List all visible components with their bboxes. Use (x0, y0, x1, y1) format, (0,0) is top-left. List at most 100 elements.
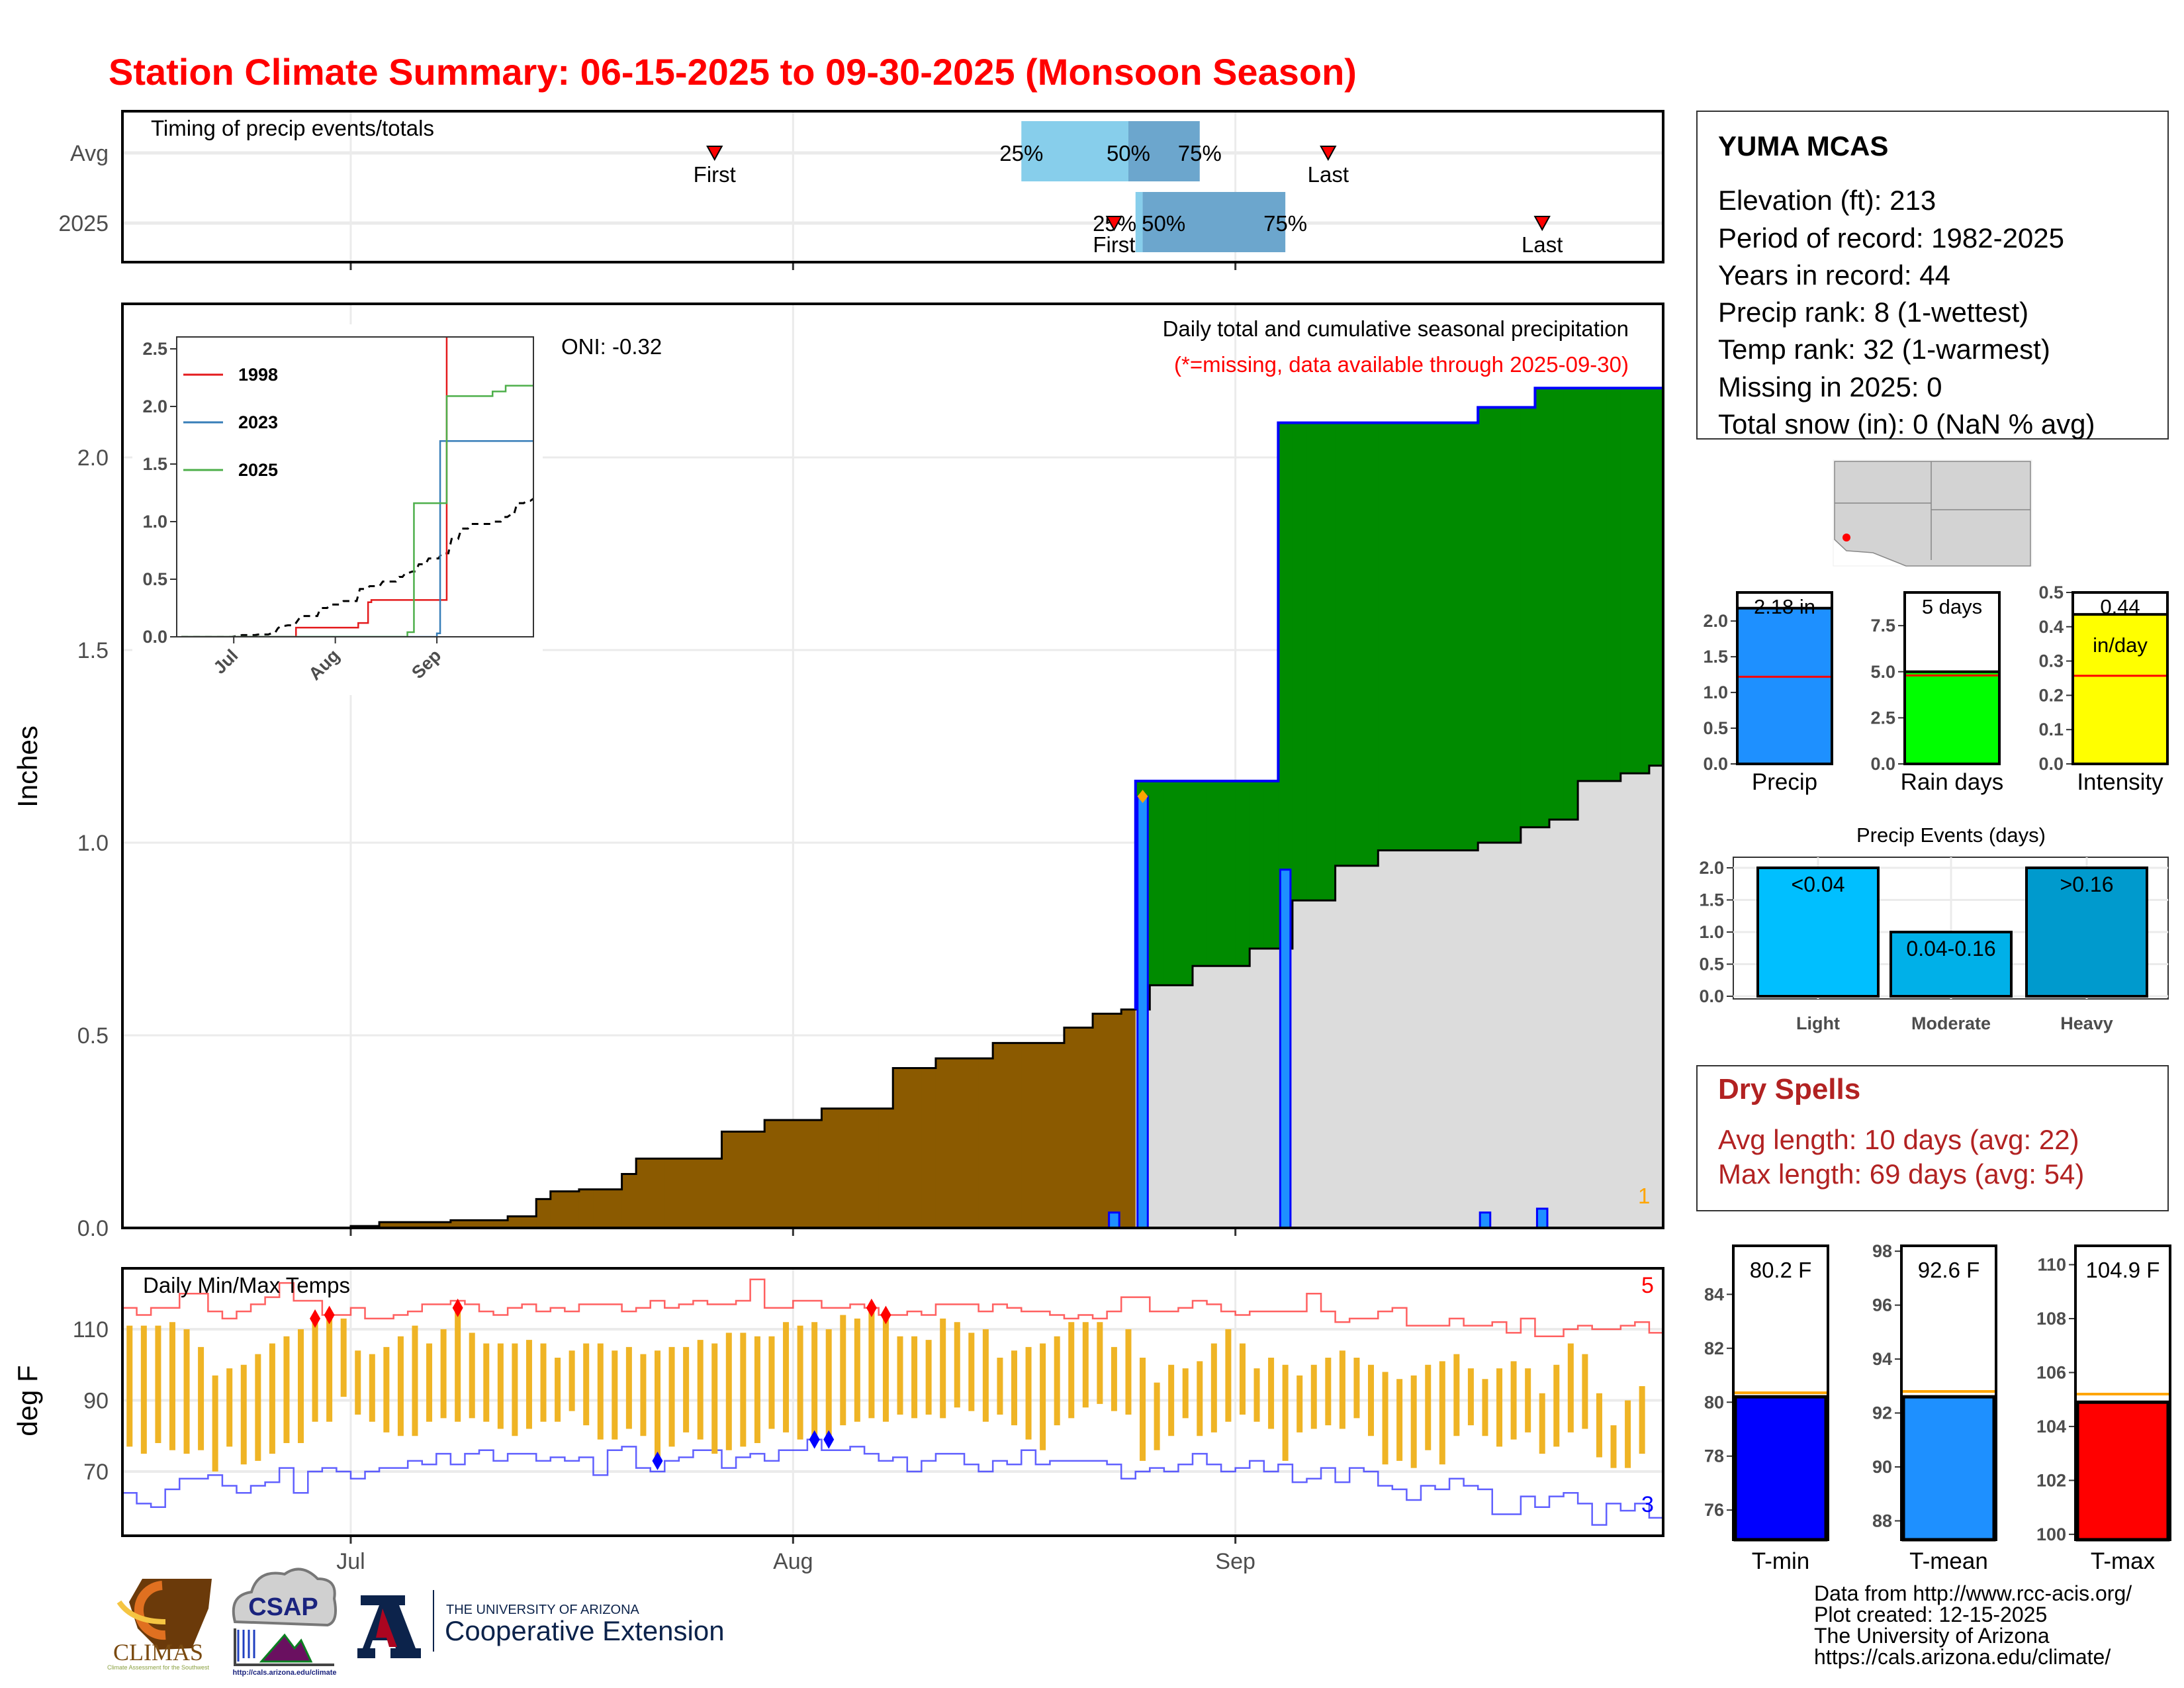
cumulative-excess-area (1378, 422, 1393, 851)
station-info-box (1696, 111, 2169, 440)
daily-temp-range-bar (1510, 1361, 1517, 1440)
record-high-marker (324, 1305, 335, 1325)
daily-temp-range-bar (1467, 1368, 1474, 1426)
daily-temp-range-bar (240, 1364, 247, 1465)
avg-cumulative-area (1306, 900, 1322, 1228)
daily-temp-range-bar (569, 1350, 575, 1411)
daily-temp-range-bar (1253, 1368, 1260, 1422)
temp-summary-bar-t-mean (1901, 1395, 1996, 1542)
cumulative-excess-area (1435, 422, 1450, 851)
daily-temp-range-bar (1125, 1329, 1132, 1415)
cumulative-excess-area (1163, 780, 1179, 986)
daily-temp-range-bar (312, 1318, 318, 1422)
timing-last-label: Last (1308, 162, 1349, 187)
record-high-marker (310, 1309, 321, 1328)
avg-cumulative-area (1206, 966, 1222, 1228)
avg-cumulative-area (1150, 985, 1165, 1228)
station-snow: Total snow (in): 0 (NaN % avg) (1718, 408, 2095, 440)
cumulative-excess-area (1606, 388, 1621, 781)
inset-y-tick-label: 2.5 (142, 339, 167, 359)
daily-temp-range-bar (640, 1354, 647, 1436)
record-high-marker (452, 1298, 463, 1317)
daily-temp-range-bar (1182, 1368, 1189, 1419)
avg-cumulative-below-area (907, 1068, 922, 1228)
timing-label: Timing of precip events/totals (151, 116, 434, 140)
daily-temp-range-bar (911, 1336, 918, 1419)
events-y-tick-label: 0.0 (1699, 986, 1724, 1006)
avg-cumulative-below-area (964, 1058, 979, 1228)
summary-bar-label: Intensity (2077, 769, 2163, 795)
x-tick-label: Sep (1215, 1549, 1255, 1574)
locator-map (1833, 459, 2032, 567)
avg-cumulative-area (1492, 843, 1507, 1228)
station-details: Elevation (ft): 213 Period of record: 19… (1718, 185, 2095, 440)
temp-summary-y-tick-label: 76 (1704, 1500, 1724, 1520)
daily-temp-range-bar (455, 1307, 461, 1422)
summary-value-label: 0.44 (2100, 595, 2140, 618)
summary-value-unit: in/day (2093, 633, 2148, 657)
daily-temp-range-bar (1453, 1354, 1460, 1436)
avg-cumulative-below-area (508, 1216, 523, 1228)
daily-temp-range-bar (426, 1343, 433, 1422)
daily-temp-range-bar (440, 1329, 447, 1419)
daily-temp-range-bar (725, 1333, 732, 1450)
daily-temp-range-bar (326, 1315, 333, 1422)
daily-temp-range-bar (840, 1315, 846, 1426)
daily-temp-range-bar (1610, 1425, 1617, 1468)
temps-y-tick-label: 70 (83, 1460, 109, 1485)
daily-temp-range-bar (1068, 1322, 1075, 1419)
daily-temp-range-bar (825, 1329, 832, 1440)
daily-temp-range-bar (897, 1336, 903, 1415)
record-high-marker (866, 1298, 877, 1317)
temp-summary-y-tick-label: 80 (1704, 1392, 1724, 1412)
daily-temp-range-bar (1482, 1379, 1488, 1436)
avg-cumulative-area (1435, 850, 1450, 1228)
temps-y-tick-label: 90 (83, 1389, 109, 1414)
avg-cumulative-below-area (565, 1191, 580, 1228)
csap-logo: CSAP http://cals.arizona.edu/climate (232, 1568, 337, 1677)
avg-cumulative-area (1292, 900, 1308, 1228)
daily-temp-range-bar (1210, 1343, 1217, 1432)
avg-cumulative-below-area (1035, 1043, 1050, 1228)
avg-cumulative-below-area (422, 1222, 437, 1228)
cumulative-excess-area (1463, 422, 1479, 851)
avg-cumulative-below-area (1078, 1027, 1093, 1228)
avg-cumulative-below-area (821, 1108, 837, 1228)
cumulative-excess-area (1363, 422, 1379, 866)
temp-summary-y-tick-label: 108 (2036, 1309, 2066, 1329)
daily-temp-range-bar (383, 1346, 390, 1432)
temp-summary-y-tick-label: 110 (2037, 1255, 2066, 1275)
temp-summary-value: 104.9 F (2086, 1258, 2160, 1282)
cumulative-2025-line (1134, 387, 1664, 1010)
precip-y-tick-label: 1.0 (77, 831, 109, 856)
record-high-count: 5 (1641, 1273, 1654, 1298)
temp-summary-y-tick-label: 94 (1872, 1349, 1892, 1369)
record-low-line (122, 1438, 1664, 1526)
precip-y-tick-label: 1.5 (77, 638, 109, 663)
summary-y-tick-label: 1.5 (1703, 647, 1728, 667)
timing-bar-25-50 (1021, 121, 1128, 181)
avg-cumulative-area (1563, 820, 1578, 1228)
avg-cumulative-area (1535, 827, 1550, 1228)
footer-url: https://cals.arizona.edu/climate/ (1814, 1645, 2111, 1669)
daily-temp-range-bar (355, 1350, 361, 1415)
avg-cumulative-area (1620, 773, 1635, 1228)
inset-y-tick-label: 0.5 (142, 569, 167, 589)
dry-spells-box (1696, 1065, 2169, 1211)
daily-temp-range-bar (697, 1340, 704, 1440)
daily-temp-range-bar (625, 1346, 632, 1429)
daily-temp-range-bar (397, 1336, 404, 1436)
daily-temp-range-bar (997, 1358, 1003, 1415)
inset-series-1998 (181, 337, 448, 637)
avg-cumulative-area (1649, 765, 1664, 1228)
daily-temp-range-bar (1368, 1364, 1374, 1436)
daily-temp-range-bar (982, 1329, 989, 1422)
record-low-marker (823, 1430, 835, 1449)
timing-p50-label: 50% (1142, 211, 1185, 236)
record-high-marker (880, 1305, 891, 1325)
record-low-marker (652, 1451, 663, 1470)
avg-cumulative-below-area (893, 1068, 908, 1228)
daily-temp-range-bar (540, 1343, 547, 1422)
timing-row-label: 2025 (58, 211, 109, 236)
cumulative-excess-area (1478, 407, 1493, 843)
